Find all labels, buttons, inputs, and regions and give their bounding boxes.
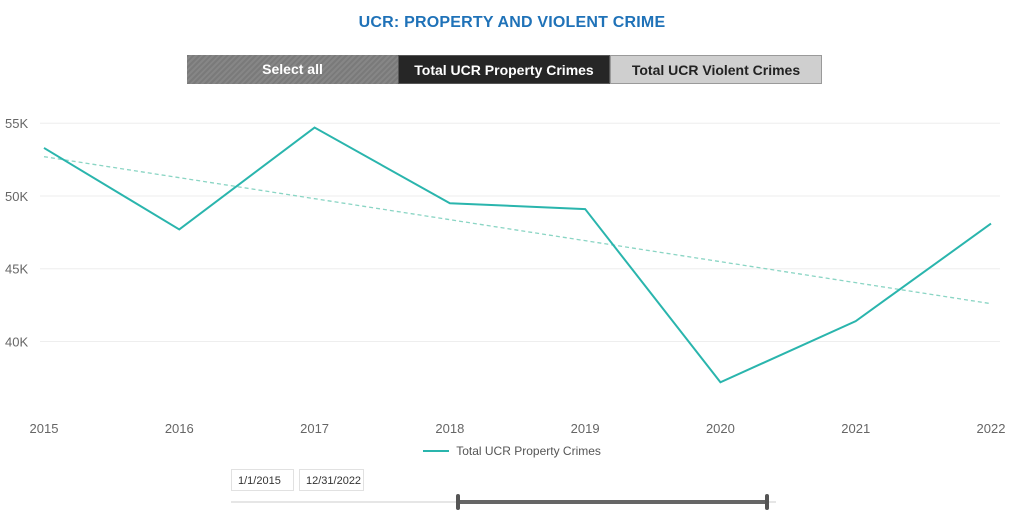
- chart-title: UCR: PROPERTY AND VIOLENT CRIME: [358, 14, 666, 31]
- legend-line-swatch: [423, 449, 450, 452]
- start-date-input[interactable]: 1/1/2015: [231, 469, 294, 491]
- x-tick-label: 2015: [30, 421, 59, 436]
- x-tick-label: 2020: [706, 421, 735, 436]
- x-tick-label: 2018: [435, 421, 464, 436]
- violent-crimes-button[interactable]: Total UCR Violent Crimes: [610, 55, 822, 84]
- x-tick-label: 2021: [841, 421, 870, 436]
- legend-label: Total UCR Property Crimes: [456, 444, 601, 458]
- x-tick-label: 2016: [165, 421, 194, 436]
- measure-slicer: Select all Total UCR Property Crimes Tot…: [187, 55, 822, 84]
- y-tick-label: 55K: [5, 116, 28, 131]
- date-slider-range: [458, 500, 767, 504]
- end-date-input[interactable]: 12/31/2022: [299, 469, 364, 491]
- x-tick-label: 2017: [300, 421, 329, 436]
- series-line-property-crimes: [43, 126, 992, 384]
- x-tick-label: 2019: [571, 421, 600, 436]
- select-all-button[interactable]: Select all: [187, 55, 398, 84]
- date-slider-start-handle[interactable]: [456, 494, 460, 510]
- y-tick-label: 40K: [5, 335, 28, 350]
- trend-line: [43, 156, 992, 305]
- line-chart: 40K 45K 50K 55K 2015 2016 2017 2018 2019 2020 2021…: [5, 116, 1006, 436]
- x-tick-label: 2022: [977, 421, 1006, 436]
- chart-legend: Total UCR Property Crimes: [0, 444, 1024, 458]
- date-slider-end-handle[interactable]: [765, 494, 769, 510]
- y-tick-label: 50K: [5, 189, 28, 204]
- y-tick-label: 45K: [5, 262, 28, 277]
- property-crimes-button[interactable]: Total UCR Property Crimes: [398, 55, 610, 84]
